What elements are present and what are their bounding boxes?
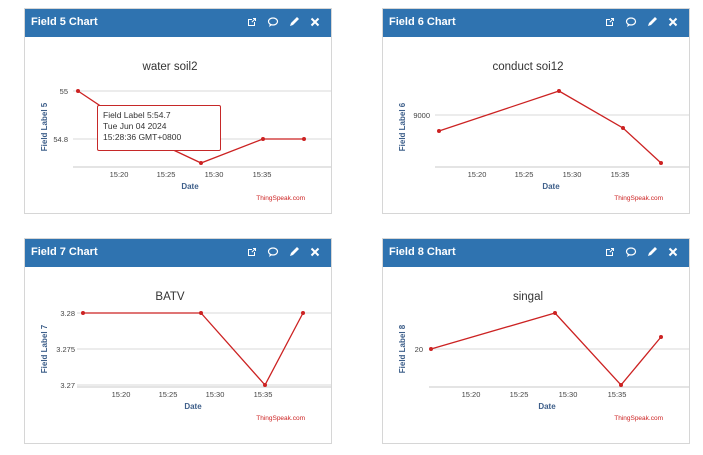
data-point[interactable] [81, 311, 85, 315]
data-point[interactable] [261, 137, 265, 141]
x-axis-label: Date [184, 402, 202, 411]
pencil-icon[interactable] [288, 246, 300, 258]
field-8-line-chart: singal 20 15:20 15:25 15:30 15:35 Date F… [398, 291, 689, 422]
widget-header: Field 6 Chart [383, 9, 689, 37]
chart-title: BATV [155, 291, 185, 303]
pencil-icon[interactable] [646, 246, 658, 258]
series-line [438, 90, 662, 164]
chart-title: water soil2 [142, 61, 198, 73]
field-8-chart-widget: Field 8 Chart singal 20 15:20 15:25 15:3… [382, 238, 690, 444]
x-tick-label: 15:25 [157, 170, 176, 179]
external-link-icon[interactable] [246, 16, 258, 28]
y-tick-label: 55 [60, 87, 68, 96]
close-icon[interactable] [667, 246, 679, 258]
x-tick-label: 15:20 [112, 390, 131, 399]
data-point[interactable] [621, 126, 625, 130]
tooltip-date: Tue Jun 04 2024 [103, 121, 167, 131]
y-tick-label: 3.28 [60, 309, 75, 318]
data-point[interactable] [619, 383, 623, 387]
x-tick-label: 15:35 [253, 170, 272, 179]
y-axis-label: Field Label 6 [398, 102, 407, 151]
widget-title: Field 7 Chart [31, 246, 98, 258]
x-tick-label: 15:30 [205, 170, 224, 179]
x-tick-label: 15:20 [462, 390, 481, 399]
y-tick-label: 3.275 [56, 345, 75, 354]
external-link-icon[interactable] [246, 246, 258, 258]
data-point[interactable] [659, 161, 663, 165]
y-tick-label: 3.27 [60, 381, 75, 390]
field-6-chart-widget: Field 6 Chart conduct soi12 9000 15:20 1… [382, 8, 690, 214]
x-tick-label: 15:35 [254, 390, 273, 399]
field-7-line-chart: BATV 3.28 3.275 3.27 15:20 15:25 15:30 1… [40, 291, 331, 422]
data-point[interactable] [301, 311, 305, 315]
data-point[interactable] [429, 347, 433, 351]
y-axis-label: Field Label 5 [40, 102, 49, 151]
tooltip-time: 15:28:36 GMT+0800 [103, 132, 182, 142]
x-axis-label: Date [181, 182, 199, 191]
x-axis-label: Date [542, 182, 560, 191]
x-tick-label: 15:30 [559, 390, 578, 399]
data-point[interactable] [553, 311, 557, 315]
close-icon[interactable] [667, 16, 679, 28]
field-5-line-chart: water soil2 55 54.8 15:20 15:25 15:30 15… [40, 61, 331, 202]
y-tick-label: 54.8 [53, 135, 68, 144]
data-point[interactable] [263, 383, 267, 387]
comment-icon[interactable] [267, 16, 279, 28]
close-icon[interactable] [309, 246, 321, 258]
widget-title: Field 5 Chart [31, 16, 98, 28]
x-axis-label: Date [538, 402, 556, 411]
thingspeak-credit: ThingSpeak.com [256, 415, 305, 422]
comment-icon[interactable] [267, 246, 279, 258]
comment-icon[interactable] [625, 246, 637, 258]
external-link-icon[interactable] [604, 246, 616, 258]
data-point[interactable] [557, 89, 561, 93]
field-5-chart-widget: Field 5 Chart water soil2 55 54.8 15:20 … [24, 8, 332, 214]
data-point[interactable] [437, 129, 441, 133]
widget-title: Field 6 Chart [389, 16, 456, 28]
chart-title: conduct soi12 [493, 61, 564, 73]
pencil-icon[interactable] [288, 16, 300, 28]
x-tick-label: 15:25 [515, 170, 534, 179]
series-line [83, 312, 304, 387]
comment-icon[interactable] [625, 16, 637, 28]
pencil-icon[interactable] [646, 16, 658, 28]
x-tick-label: 15:20 [468, 170, 487, 179]
data-point[interactable] [199, 311, 203, 315]
x-tick-label: 15:30 [206, 390, 225, 399]
x-tick-label: 15:25 [510, 390, 529, 399]
thingspeak-credit: ThingSpeak.com [256, 195, 305, 202]
thingspeak-credit: ThingSpeak.com [614, 415, 663, 422]
widget-header: Field 5 Chart [25, 9, 331, 37]
x-tick-label: 15:30 [563, 170, 582, 179]
data-tooltip: Field Label 5:54.7 Tue Jun 04 2024 15:28… [97, 105, 221, 151]
x-tick-label: 15:35 [608, 390, 627, 399]
widget-title: Field 8 Chart [389, 246, 456, 258]
field-7-chart-widget: Field 7 Chart BATV 3.28 3.275 3.27 15:20… [24, 238, 332, 444]
x-tick-label: 15:20 [110, 170, 129, 179]
data-point[interactable] [302, 137, 306, 141]
widget-header: Field 7 Chart [25, 239, 331, 267]
y-axis-label: Field Label 8 [398, 324, 407, 373]
widget-header: Field 8 Chart [383, 239, 689, 267]
x-tick-label: 15:35 [611, 170, 630, 179]
thingspeak-credit: ThingSpeak.com [614, 195, 663, 202]
chart-title: singal [513, 291, 543, 303]
x-tick-label: 15:25 [159, 390, 178, 399]
data-point[interactable] [76, 89, 80, 93]
series-line [430, 312, 662, 386]
tooltip-value: Field Label 5:54.7 [103, 110, 171, 120]
close-icon[interactable] [309, 16, 321, 28]
data-point[interactable] [659, 335, 663, 339]
y-axis-label: Field Label 7 [40, 324, 49, 373]
external-link-icon[interactable] [604, 16, 616, 28]
y-tick-label: 9000 [413, 111, 430, 120]
data-point[interactable] [199, 161, 203, 165]
field-6-line-chart: conduct soi12 9000 15:20 15:25 15:30 15:… [398, 61, 689, 202]
y-tick-label: 20 [415, 345, 423, 354]
